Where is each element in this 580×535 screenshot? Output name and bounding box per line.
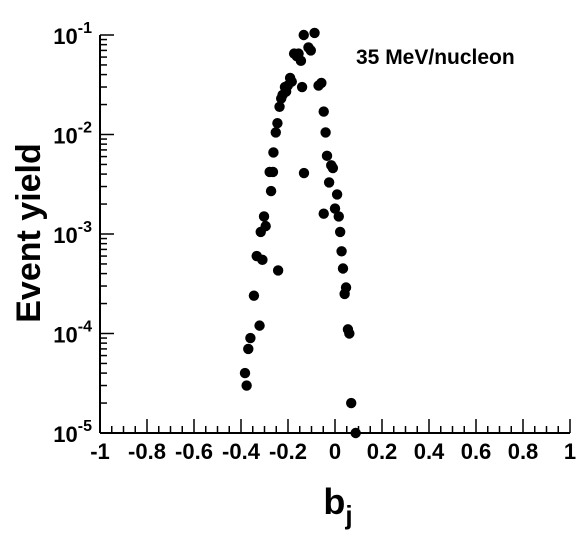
data-point [298, 29, 309, 41]
data-point [305, 45, 316, 56]
data-point [340, 282, 352, 293]
x-tick-label: 0.4 [414, 439, 445, 464]
data-point [286, 76, 297, 87]
data-point [331, 189, 343, 200]
y-tick-label: 10-2 [53, 120, 92, 149]
y-axis-title: Event yield [10, 143, 48, 323]
y-tick-label: 10-5 [53, 418, 92, 447]
data-point [309, 27, 320, 39]
x-tick-label: 0.2 [367, 439, 398, 464]
x-tick-label: -0.8 [128, 439, 166, 464]
data-point [245, 332, 256, 344]
x-tick-label: -0.2 [269, 439, 307, 464]
data-point [327, 162, 339, 174]
data-point [336, 246, 347, 257]
y-tick-label: 10-3 [53, 219, 92, 248]
energy-annotation: 35 MeV/nucleon [356, 46, 515, 69]
y-tick-label: 10-4 [53, 319, 92, 348]
data-point [254, 320, 265, 331]
data-point [272, 265, 284, 276]
data-point [241, 380, 252, 391]
data-point [243, 343, 254, 355]
data-points [239, 27, 361, 439]
x-tick-label: -1 [90, 439, 110, 464]
data-point [334, 226, 346, 238]
data-point [272, 117, 283, 129]
data-point [268, 147, 279, 158]
data-point [248, 290, 260, 301]
data-point [267, 166, 279, 178]
data-point [265, 185, 277, 197]
data-point [344, 328, 355, 339]
x-tick-label: 0.8 [508, 439, 539, 464]
data-point [239, 367, 251, 379]
y-axis: 10-5 10-4 10-3 10-2 10-1 [53, 20, 114, 447]
data-point [295, 55, 307, 67]
data-point [318, 106, 329, 117]
data-point [320, 127, 331, 138]
plot-frame [99, 35, 570, 434]
data-point [323, 177, 335, 188]
data-point [257, 254, 268, 266]
x-tick-label: -0.6 [175, 439, 213, 464]
x-axis-title-main: b [323, 481, 345, 522]
data-point [296, 81, 308, 93]
x-tick-label: -0.4 [222, 439, 261, 464]
x-tick-label: 0 [329, 439, 341, 464]
data-point [321, 150, 333, 162]
x-tick-label: 0.6 [461, 439, 492, 464]
data-point [274, 101, 285, 112]
y-tick-label: 10-1 [53, 20, 92, 49]
x-axis-title: bj [323, 481, 352, 530]
x-axis-title-subscript: j [344, 500, 352, 530]
data-point [318, 208, 329, 219]
data-point [350, 427, 361, 439]
x-axis: -1 -0.8 -0.6 -0.4 -0.2 0 0.2 0.4 0.6 0.8 1 [90, 419, 576, 464]
data-point [346, 397, 357, 409]
data-point [270, 127, 281, 138]
data-point [329, 203, 341, 214]
data-point [298, 167, 310, 179]
data-point [316, 77, 327, 89]
data-point [258, 211, 270, 222]
data-point [260, 220, 271, 232]
data-point [333, 211, 344, 222]
data-point [337, 263, 349, 274]
x-tick-label: 1 [564, 439, 576, 464]
